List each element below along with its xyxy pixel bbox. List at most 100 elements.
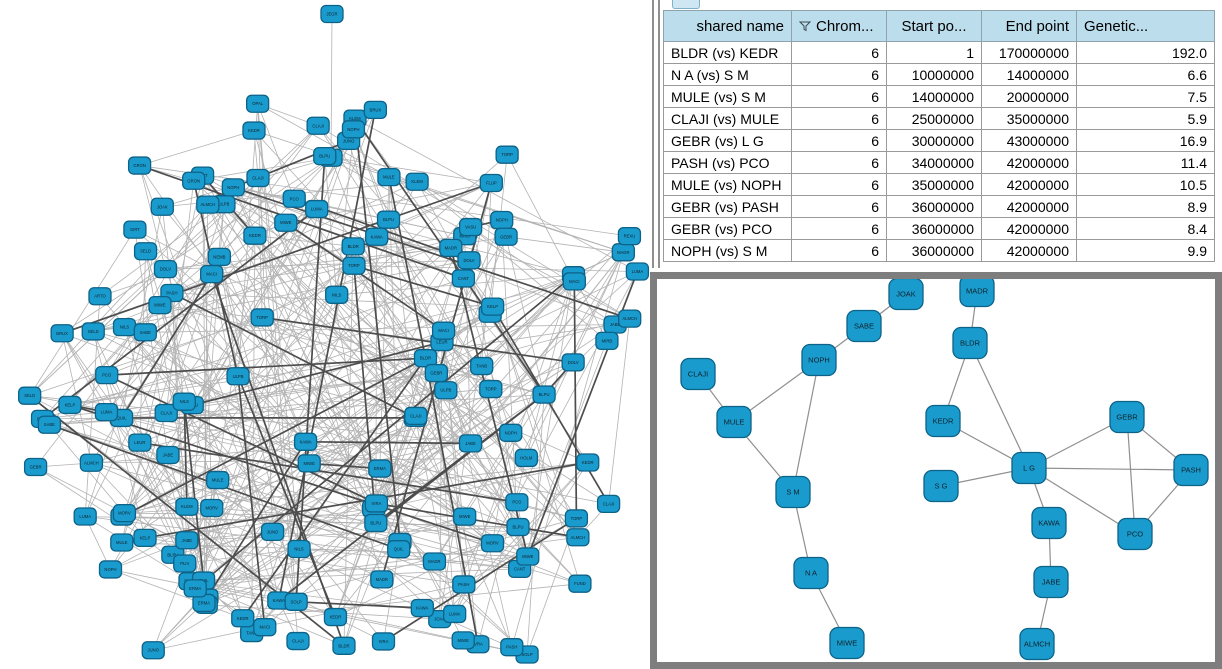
network-node[interactable]: CLAJI <box>596 494 621 514</box>
network-node[interactable]: VASU <box>458 217 483 237</box>
network-node-l-g[interactable]: L G <box>1011 451 1047 485</box>
network-node[interactable]: IVRA <box>364 494 389 513</box>
network-node[interactable]: QUIL <box>387 540 411 559</box>
table-row[interactable]: GEBR (vs) PCO 6 36000000 42000000 8.4 <box>663 217 1215 240</box>
network-node[interactable]: BLPU <box>364 513 388 533</box>
table-row[interactable]: CLAJI (vs) MULE 6 25000000 35000000 5.9 <box>663 107 1215 130</box>
network-node[interactable]: MIWE <box>148 295 172 315</box>
network-node[interactable]: MACI <box>431 321 456 340</box>
network-node[interactable]: ALMCH <box>566 528 590 547</box>
network-node[interactable]: KLEM <box>405 172 429 191</box>
network-node[interactable]: MIRB <box>595 331 619 351</box>
network-node[interactable]: ULPB <box>434 381 458 400</box>
network-node[interactable]: BLDR <box>332 636 356 655</box>
network-node[interactable]: MIWE <box>274 213 298 232</box>
network-node[interactable]: MULE <box>377 167 401 187</box>
network-node[interactable]: NOPH <box>490 210 514 230</box>
network-node[interactable]: CANT <box>451 269 476 288</box>
network-node[interactable]: FLUP <box>479 173 503 193</box>
network-node[interactable]: JUNO <box>141 641 165 660</box>
network-node[interactable]: KELP <box>480 297 505 316</box>
network-node[interactable]: ALMCH <box>79 453 104 472</box>
table-row[interactable]: GEBR (vs) L G 6 30000000 43000000 16.9 <box>663 129 1215 152</box>
column-header-shared-name[interactable]: shared name <box>663 10 792 42</box>
network-node[interactable]: MIWE <box>451 631 475 650</box>
network-node[interactable]: KELP <box>58 395 82 415</box>
network-node[interactable]: MIWE <box>297 454 321 473</box>
network-node-pco[interactable]: PCO <box>1117 517 1153 551</box>
network-node[interactable]: KEDR <box>243 226 267 245</box>
network-node-bldr[interactable]: BLDR <box>952 326 988 360</box>
network-node[interactable]: JABE <box>458 434 483 453</box>
network-node[interactable]: TORP <box>495 145 519 164</box>
network-node[interactable]: IVRA <box>371 632 396 651</box>
network-node[interactable]: JUNO <box>260 522 285 542</box>
network-node[interactable]: KEDR <box>231 609 255 628</box>
column-header-end-point[interactable]: End point <box>981 10 1077 42</box>
network-node[interactable]: PCO <box>282 189 306 208</box>
table-row[interactable]: MULE (vs) S M 6 14000000 20000000 7.5 <box>663 85 1215 108</box>
network-node[interactable]: JEGR <box>320 4 344 24</box>
network-node[interactable]: TORP <box>250 308 274 327</box>
network-node[interactable]: SELD <box>133 242 158 261</box>
column-header-chrom---[interactable]: Chrom... <box>791 10 887 42</box>
network-node[interactable]: PCO <box>95 365 119 385</box>
network-node-s-g[interactable]: S G <box>923 469 959 503</box>
network-node[interactable]: GIRT <box>123 220 147 239</box>
network-node[interactable]: GRON <box>182 171 206 190</box>
network-node[interactable]: TORP <box>479 379 503 399</box>
network-node[interactable]: BRUX <box>363 100 388 119</box>
network-node[interactable]: NEMB <box>207 247 232 267</box>
network-node-noph[interactable]: NOPH <box>801 343 837 377</box>
network-node[interactable]: SOLP <box>284 592 308 611</box>
network-node[interactable]: GEBR <box>424 363 448 383</box>
network-node[interactable]: CLAJI <box>246 168 270 188</box>
network-node[interactable]: ULPB <box>226 367 250 386</box>
network-node-jabe[interactable]: JABE <box>1033 565 1069 599</box>
network-node-s-m[interactable]: S M <box>775 475 811 509</box>
network-node[interactable]: CLAJI <box>154 403 178 423</box>
network-node[interactable]: BLPU <box>506 517 530 537</box>
network-node[interactable]: SELD <box>18 386 42 405</box>
network-node[interactable]: ARTO <box>88 287 112 306</box>
network-node[interactable]: NILS <box>112 318 137 337</box>
network-node-gebr[interactable]: GEBR <box>1109 400 1145 434</box>
network-node[interactable]: TANB <box>470 356 494 376</box>
network-node[interactable]: KLEM <box>175 497 199 516</box>
network-node-miwe[interactable]: MIWE <box>829 626 865 660</box>
network-node[interactable]: BLPU <box>532 385 556 404</box>
column-header-genetic---[interactable]: Genetic... <box>1076 10 1215 42</box>
network-node[interactable]: BLPU <box>313 146 337 166</box>
network-node[interactable]: NOPH <box>499 423 523 442</box>
network-node[interactable]: ERMA <box>368 459 392 478</box>
network-node[interactable]: REXU <box>617 226 642 246</box>
network-node[interactable]: PASH <box>500 638 524 657</box>
network-node[interactable]: KEDR <box>242 121 266 140</box>
network-node[interactable]: PCO <box>505 493 529 512</box>
network-node[interactable]: DOLV <box>457 251 481 270</box>
network-node[interactable]: BRUX <box>50 324 74 343</box>
network-node[interactable]: KEDR <box>323 607 348 627</box>
network-node[interactable]: BLDR <box>341 237 365 256</box>
network-node[interactable]: NILS <box>325 285 349 304</box>
network-node[interactable]: CLAJI <box>404 406 428 426</box>
network-node[interactable]: MORV <box>480 534 505 553</box>
network-node[interactable]: SELD <box>81 322 105 341</box>
network-node-madr[interactable]: MADR <box>959 279 995 308</box>
network-node[interactable]: MACI <box>253 618 277 637</box>
network-node[interactable]: NILS <box>172 392 196 411</box>
network-node[interactable]: NOPH <box>221 178 245 197</box>
detail-network-canvas[interactable]: JOAK MADR SABE NOPH BLDR CLAJI KEDR GEBR MULE L G… <box>657 279 1215 662</box>
network-node[interactable]: LUMA <box>73 507 97 526</box>
network-node-kawa[interactable]: KAWA <box>1031 506 1067 540</box>
table-row[interactable]: PASH (vs) PCO 6 34000000 42000000 11.4 <box>663 151 1215 174</box>
network-node[interactable]: OPAL <box>245 94 270 113</box>
network-node[interactable]: HOLM <box>514 448 538 468</box>
network-node[interactable]: NILS <box>287 539 311 559</box>
overview-network-canvas[interactable]: JEGR CLAJI ULPB JOAK CANT KEDR HOLM PASH LUMA TOR… <box>0 0 652 669</box>
network-node[interactable]: DOLV <box>561 353 585 372</box>
network-node[interactable]: MIWE <box>453 507 477 526</box>
network-node[interactable]: LEUR <box>128 433 152 452</box>
network-node[interactable]: LUMA <box>625 262 650 281</box>
network-node-mule[interactable]: MULE <box>716 405 752 439</box>
